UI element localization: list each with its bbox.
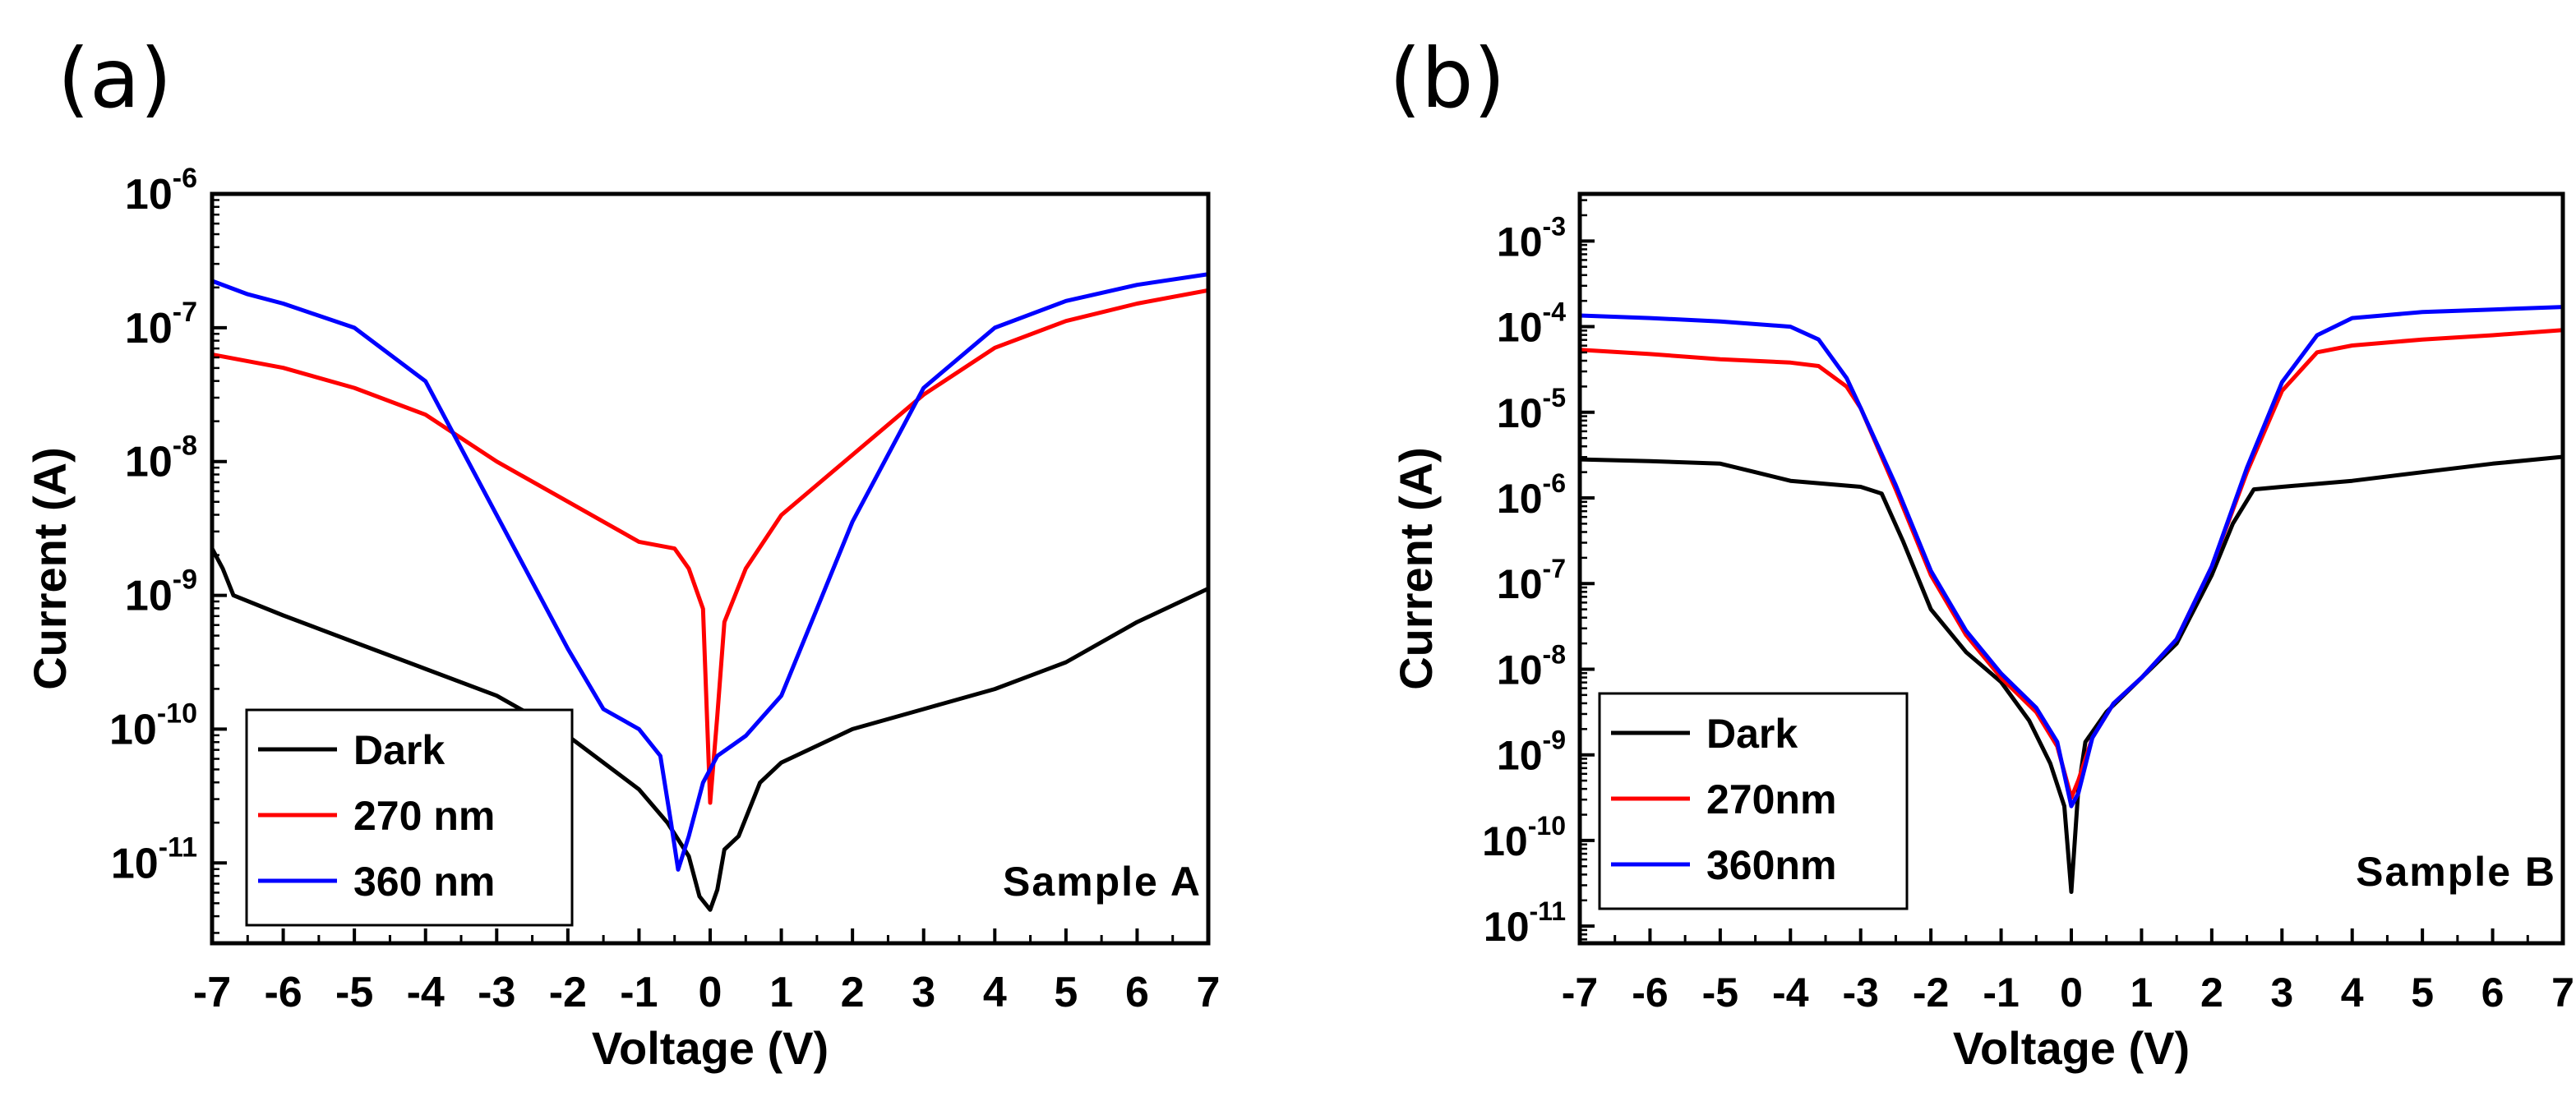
y-tick-label: 10-10 (1482, 811, 1566, 864)
y-tick-label: 10-11 (111, 832, 197, 887)
series-line-270nm (212, 288, 1208, 805)
legend-label: 270 nm (353, 793, 495, 839)
sample-annotation: Sample B (2356, 849, 2556, 895)
legend-label: Dark (1706, 711, 1798, 757)
y-tick-label: 10-5 (1497, 383, 1566, 436)
series-line-360nm (212, 272, 1208, 872)
y-tick-label: 10-11 (1484, 896, 1566, 950)
x-tick-label: -4 (407, 969, 445, 1016)
chart-panel-b: (b) -7 -6 -5 -4 -3 -2 -1 0 1 2 3 4 5 6 7 10-3 10-4 10-5 10-… (1389, 30, 2574, 1074)
legend-label: Dark (353, 727, 445, 773)
panel-label: (b) (1389, 30, 1506, 127)
y-tick-label: 10-6 (125, 163, 197, 219)
x-tick-label: 3 (912, 969, 935, 1016)
series-group (1580, 305, 2563, 894)
y-tick-label: 10-7 (1497, 554, 1566, 607)
x-tick-label: 2 (841, 969, 865, 1016)
x-tick-label: -1 (620, 969, 658, 1016)
x-tick-label: 4 (983, 969, 1007, 1016)
series-line-360nm (1580, 305, 2563, 808)
y-tick-label: 10-6 (1497, 468, 1566, 522)
series-line-dark (212, 546, 1208, 912)
x-tick-label: 0 (2060, 970, 2083, 1016)
legend: Dark 270 nm 360 nm (245, 708, 574, 927)
x-tick-label: 4 (2341, 970, 2364, 1016)
x-tick-label: 7 (2551, 970, 2574, 1016)
x-tick-label: 0 (699, 969, 722, 1016)
x-tick-label: -6 (1632, 970, 1668, 1016)
x-axis-title: Voltage (V) (1953, 1022, 2190, 1074)
x-tick-label: -3 (1842, 970, 1878, 1016)
y-tick-label: 10-8 (125, 431, 197, 486)
x-tick-label: -7 (193, 969, 231, 1016)
series-line-dark (1580, 454, 2563, 894)
panel-label: (a) (58, 30, 172, 127)
legend-box (245, 708, 574, 927)
x-tick-label: -2 (549, 969, 587, 1016)
y-tick-label: 10-7 (125, 297, 197, 352)
y-tick-label: 10-3 (1497, 211, 1566, 265)
x-tick-label: -2 (1913, 970, 1949, 1016)
x-tick-label: 2 (2200, 970, 2223, 1016)
series-group (212, 272, 1208, 912)
sample-annotation: Sample A (1003, 859, 1202, 905)
x-tick-label: 1 (2131, 970, 2154, 1016)
x-tick-label: -5 (1702, 970, 1738, 1016)
x-tick-label: -3 (478, 969, 515, 1016)
chart-panel-a: (a) -7 -6 -5 -4 -3 -2 -1 0 1 2 3 4 5 6 7 10-6 10-7 10-8 10-… (24, 30, 1220, 1074)
x-tick-label: 7 (1197, 969, 1221, 1016)
x-tick-label: -1 (1983, 970, 2019, 1016)
y-axis-title: Current (A) (1390, 447, 1442, 690)
legend-box (1598, 692, 1909, 910)
x-tick-label: 6 (1125, 969, 1149, 1016)
legend-label: 360nm (1706, 842, 1836, 888)
y-tick-label: 10-8 (1497, 639, 1566, 693)
x-tick-label: 1 (769, 969, 793, 1016)
x-tick-label: -4 (1772, 970, 1809, 1016)
legend-label: 360 nm (353, 859, 495, 905)
x-tick-label: 6 (2481, 970, 2504, 1016)
x-tick-label: 3 (2270, 970, 2293, 1016)
y-tick-label: 10-9 (125, 564, 197, 620)
legend-label: 270nm (1706, 776, 1836, 822)
y-axis-title: Current (A) (24, 447, 76, 690)
y-tick-label: 10-4 (1497, 297, 1566, 351)
x-tick-label: -7 (1562, 970, 1598, 1016)
legend: Dark 270nm 360nm (1598, 692, 1909, 910)
y-tick-label: 10-9 (1497, 726, 1566, 779)
x-tick-label: -5 (335, 969, 373, 1016)
x-tick-label: 5 (2411, 970, 2434, 1016)
y-tick-label: 10-10 (109, 698, 197, 753)
x-tick-label: -6 (264, 969, 302, 1016)
x-tick-label: 5 (1054, 969, 1078, 1016)
x-axis-title: Voltage (V) (592, 1022, 829, 1074)
